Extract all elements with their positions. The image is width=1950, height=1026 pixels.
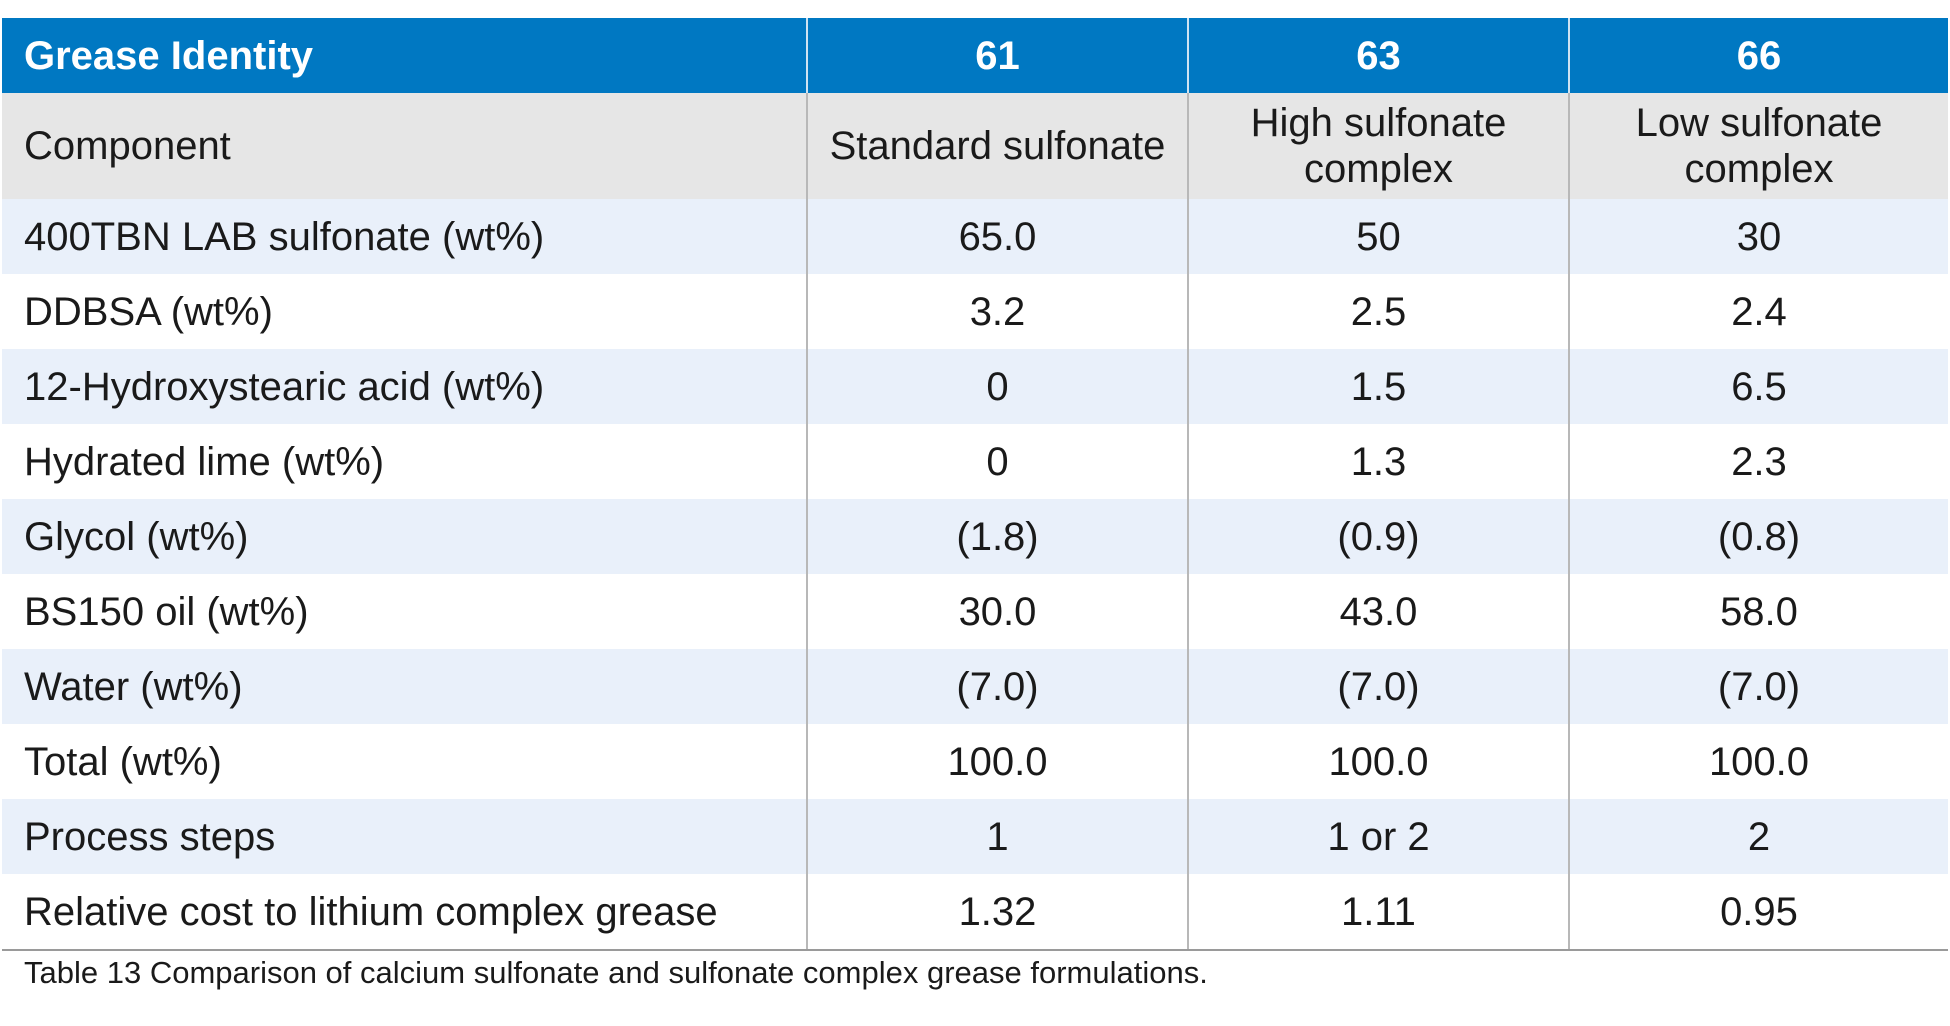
grease-formulation-table: Grease Identity 61 63 66 Component Stand… — [2, 18, 1948, 949]
subheader-cell-component: Component — [2, 93, 807, 199]
row-label: 12-Hydroxystearic acid (wt%) — [2, 349, 807, 424]
table-row: BS150 oil (wt%) 30.0 43.0 58.0 — [2, 574, 1948, 649]
table-cell: 3.2 — [806, 274, 1188, 349]
table-cell: (1.8) — [806, 499, 1188, 574]
table-cell: 100.0 — [806, 724, 1188, 799]
row-label: DDBSA (wt%) — [2, 274, 807, 349]
subheader-cell-low-sulfonate-complex: Low sulfonate complex — [1568, 93, 1948, 199]
row-label: Glycol (wt%) — [2, 499, 807, 574]
table-cell: 30 — [1568, 199, 1948, 274]
grease-table-container: Grease Identity 61 63 66 Component Stand… — [2, 18, 1948, 951]
row-label: Water (wt%) — [2, 649, 807, 724]
table-row: 12-Hydroxystearic acid (wt%) 0 1.5 6.5 — [2, 349, 1948, 424]
table-cell: (7.0) — [1568, 649, 1948, 724]
row-label: Hydrated lime (wt%) — [2, 424, 807, 499]
table-cell: 0 — [806, 424, 1188, 499]
header-cell-61: 61 — [806, 18, 1188, 93]
subheader-cell-high-sulfonate-complex: High sulfonate complex — [1187, 93, 1569, 199]
table-cell: (7.0) — [1187, 649, 1569, 724]
table-cell: 1.32 — [806, 874, 1188, 949]
table-header-row: Grease Identity 61 63 66 — [2, 18, 1948, 93]
row-label: Process steps — [2, 799, 807, 874]
header-cell-63: 63 — [1187, 18, 1569, 93]
table-row: Relative cost to lithium complex grease … — [2, 874, 1948, 949]
table-cell: 6.5 — [1568, 349, 1948, 424]
table-cell: (0.9) — [1187, 499, 1569, 574]
row-label: Total (wt%) — [2, 724, 807, 799]
table-cell: 30.0 — [806, 574, 1188, 649]
row-label: BS150 oil (wt%) — [2, 574, 807, 649]
table-cell: 1.11 — [1187, 874, 1569, 949]
table-cell: (7.0) — [806, 649, 1188, 724]
table-cell: 65.0 — [806, 199, 1188, 274]
header-cell-66: 66 — [1568, 18, 1948, 93]
table-cell: 2.3 — [1568, 424, 1948, 499]
table-cell: 100.0 — [1568, 724, 1948, 799]
table-row: Total (wt%) 100.0 100.0 100.0 — [2, 724, 1948, 799]
table-cell: 0 — [806, 349, 1188, 424]
row-label: Relative cost to lithium complex grease — [2, 874, 807, 949]
table-cell: 1.3 — [1187, 424, 1569, 499]
table-subheader-row: Component Standard sulfonate High sulfon… — [2, 93, 1948, 199]
table-row: Water (wt%) (7.0) (7.0) (7.0) — [2, 649, 1948, 724]
subheader-cell-standard-sulfonate: Standard sulfonate — [806, 93, 1188, 199]
table-cell: 0.95 — [1568, 874, 1948, 949]
table-cell: (0.8) — [1568, 499, 1948, 574]
table-row: Process steps 1 1 or 2 2 — [2, 799, 1948, 874]
table-cell: 2.4 — [1568, 274, 1948, 349]
table-row: 400TBN LAB sulfonate (wt%) 65.0 50 30 — [2, 199, 1948, 274]
header-cell-grease-identity: Grease Identity — [2, 18, 807, 93]
table-caption: Table 13 Comparison of calcium sulfonate… — [24, 955, 1208, 990]
table-cell: 2.5 — [1187, 274, 1569, 349]
table-cell: 1 or 2 — [1187, 799, 1569, 874]
table-cell: 1 — [806, 799, 1188, 874]
row-label: 400TBN LAB sulfonate (wt%) — [2, 199, 807, 274]
table-cell: 1.5 — [1187, 349, 1569, 424]
table-cell: 43.0 — [1187, 574, 1569, 649]
table-cell: 50 — [1187, 199, 1569, 274]
table-row: Glycol (wt%) (1.8) (0.9) (0.8) — [2, 499, 1948, 574]
table-cell: 100.0 — [1187, 724, 1569, 799]
table-row: Hydrated lime (wt%) 0 1.3 2.3 — [2, 424, 1948, 499]
table-row: DDBSA (wt%) 3.2 2.5 2.4 — [2, 274, 1948, 349]
table-cell: 58.0 — [1568, 574, 1948, 649]
table-cell: 2 — [1568, 799, 1948, 874]
